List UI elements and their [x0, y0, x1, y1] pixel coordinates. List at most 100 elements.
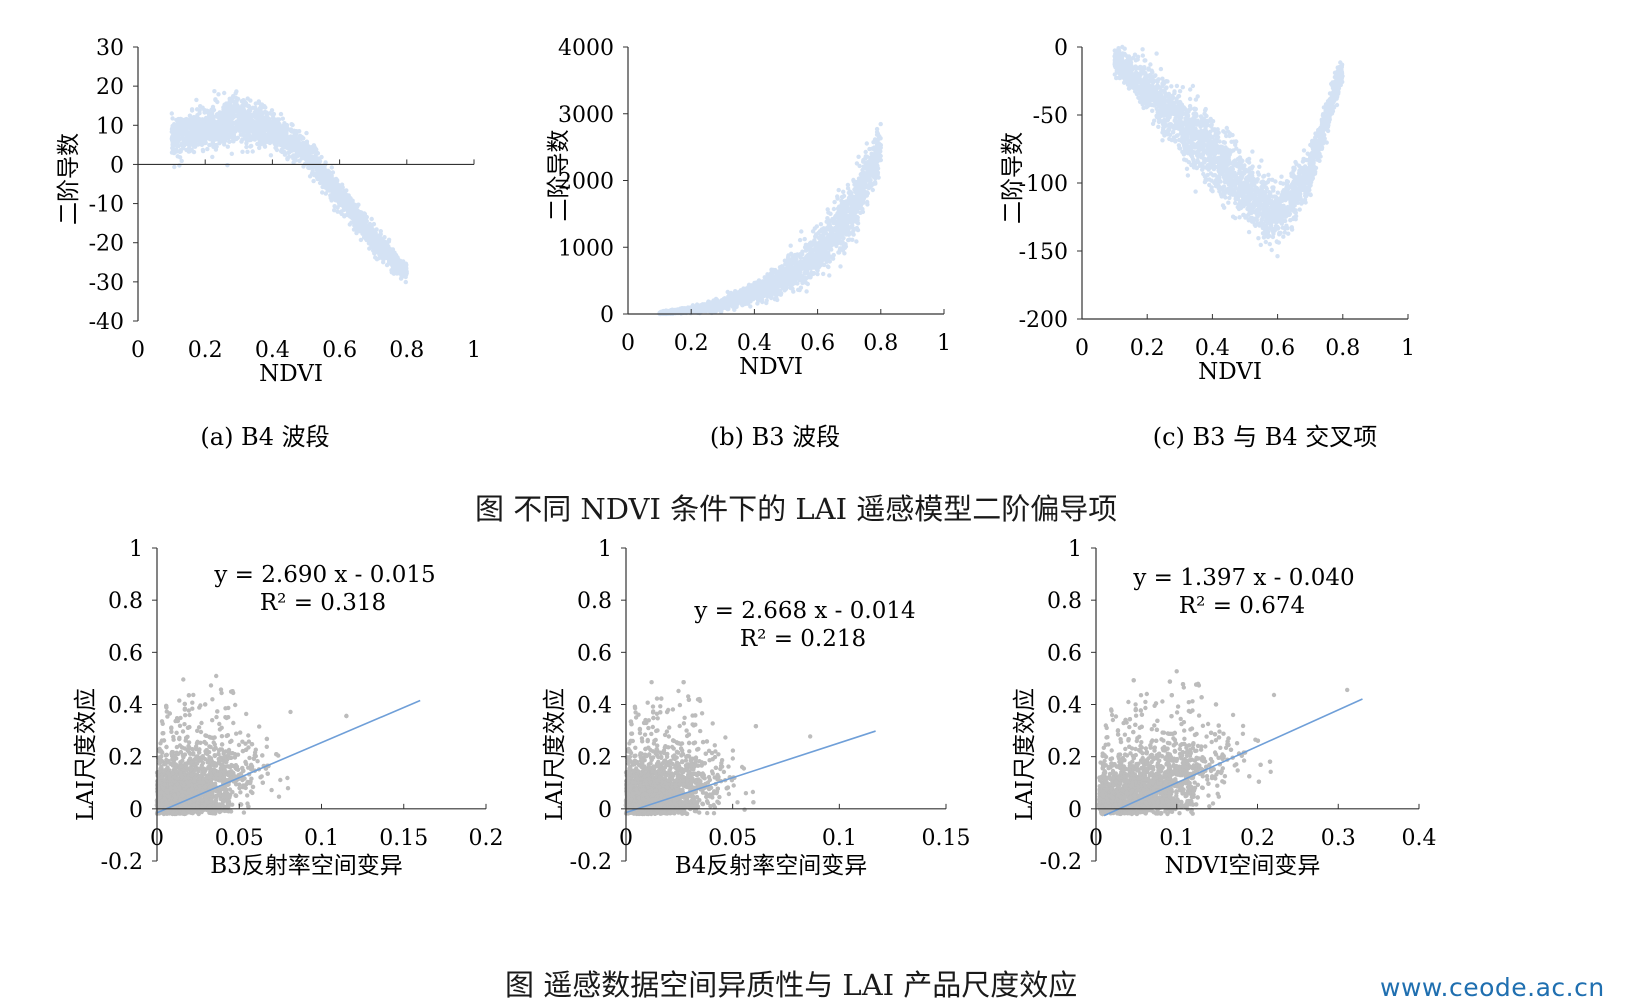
data-point	[184, 116, 189, 122]
data-point	[266, 129, 272, 134]
data-point	[204, 109, 209, 114]
data-point	[821, 271, 826, 277]
data-point	[229, 124, 234, 129]
data-point	[228, 108, 233, 113]
data-point	[231, 94, 236, 99]
data-point	[280, 116, 285, 121]
data-point	[314, 151, 319, 157]
data-point	[325, 179, 330, 184]
data-point	[283, 133, 288, 138]
data-point	[249, 115, 254, 121]
data-point	[217, 126, 223, 132]
data-point	[214, 130, 219, 135]
data-point	[403, 272, 408, 277]
data-point	[201, 125, 206, 130]
data-point	[378, 248, 383, 253]
data-point	[373, 255, 378, 260]
data-point	[171, 136, 176, 141]
data-point	[838, 264, 843, 269]
data-point	[194, 127, 199, 132]
data-point	[302, 147, 308, 152]
data-point	[214, 144, 219, 149]
data-point	[321, 181, 327, 186]
data-point	[854, 239, 859, 244]
data-point	[257, 123, 262, 128]
data-point	[867, 146, 872, 152]
data-point	[187, 148, 193, 154]
data-point	[170, 116, 175, 121]
data-point	[210, 104, 216, 110]
data-point	[783, 284, 789, 289]
data-point	[182, 117, 188, 122]
data-point	[362, 211, 368, 217]
data-point	[200, 105, 205, 110]
data-point	[240, 149, 245, 154]
data-point	[239, 108, 245, 114]
scatter-points	[169, 89, 409, 285]
data-point	[244, 111, 250, 116]
data-point	[263, 125, 268, 130]
y-tick-label: 20	[96, 75, 124, 100]
data-point	[244, 137, 249, 142]
data-point	[251, 125, 256, 131]
data-point	[863, 149, 868, 155]
data-point	[227, 122, 232, 127]
data-point	[282, 130, 287, 135]
x-tick-label: 1	[467, 338, 481, 363]
y-tick-label: -30	[89, 271, 124, 296]
data-point	[242, 115, 248, 121]
data-point	[307, 151, 312, 156]
data-point	[345, 206, 350, 211]
data-point	[393, 252, 399, 258]
data-point	[368, 229, 373, 234]
data-point	[400, 265, 405, 270]
data-point	[351, 203, 356, 209]
data-point	[198, 130, 204, 135]
data-point	[250, 113, 255, 118]
data-point	[353, 218, 358, 224]
data-point	[363, 222, 369, 228]
y-tick-label: 0	[110, 153, 124, 178]
data-point	[334, 186, 339, 191]
data-point	[799, 229, 804, 234]
data-point	[190, 140, 195, 145]
data-point	[369, 245, 374, 250]
data-point	[267, 111, 272, 116]
data-point	[296, 153, 301, 158]
data-point	[256, 135, 261, 140]
data-point	[246, 130, 251, 135]
data-point	[875, 172, 880, 177]
data-point	[197, 108, 202, 113]
data-point	[367, 222, 372, 227]
data-point	[210, 125, 215, 130]
data-point	[229, 121, 235, 126]
data-point	[340, 192, 346, 197]
data-point	[292, 131, 297, 137]
data-point	[257, 106, 263, 111]
data-point	[381, 244, 387, 250]
data-point	[231, 134, 237, 139]
data-point	[374, 247, 379, 252]
data-point	[855, 227, 861, 233]
data-point	[176, 135, 182, 141]
data-point	[270, 132, 276, 137]
data-point	[394, 264, 399, 269]
data-point	[171, 147, 176, 153]
data-point	[223, 114, 228, 120]
data-point	[282, 140, 287, 145]
data-point	[348, 208, 353, 213]
data-point	[386, 260, 392, 265]
data-point	[210, 140, 216, 146]
data-point	[244, 127, 250, 132]
data-point	[308, 165, 313, 170]
data-point	[377, 234, 382, 239]
data-point	[362, 235, 367, 240]
data-point	[352, 220, 358, 226]
data-point	[228, 133, 233, 138]
data-point	[850, 237, 855, 242]
data-point	[221, 129, 226, 134]
data-point	[331, 184, 337, 189]
data-point	[258, 140, 263, 145]
data-point	[226, 116, 231, 121]
data-point	[227, 139, 232, 144]
